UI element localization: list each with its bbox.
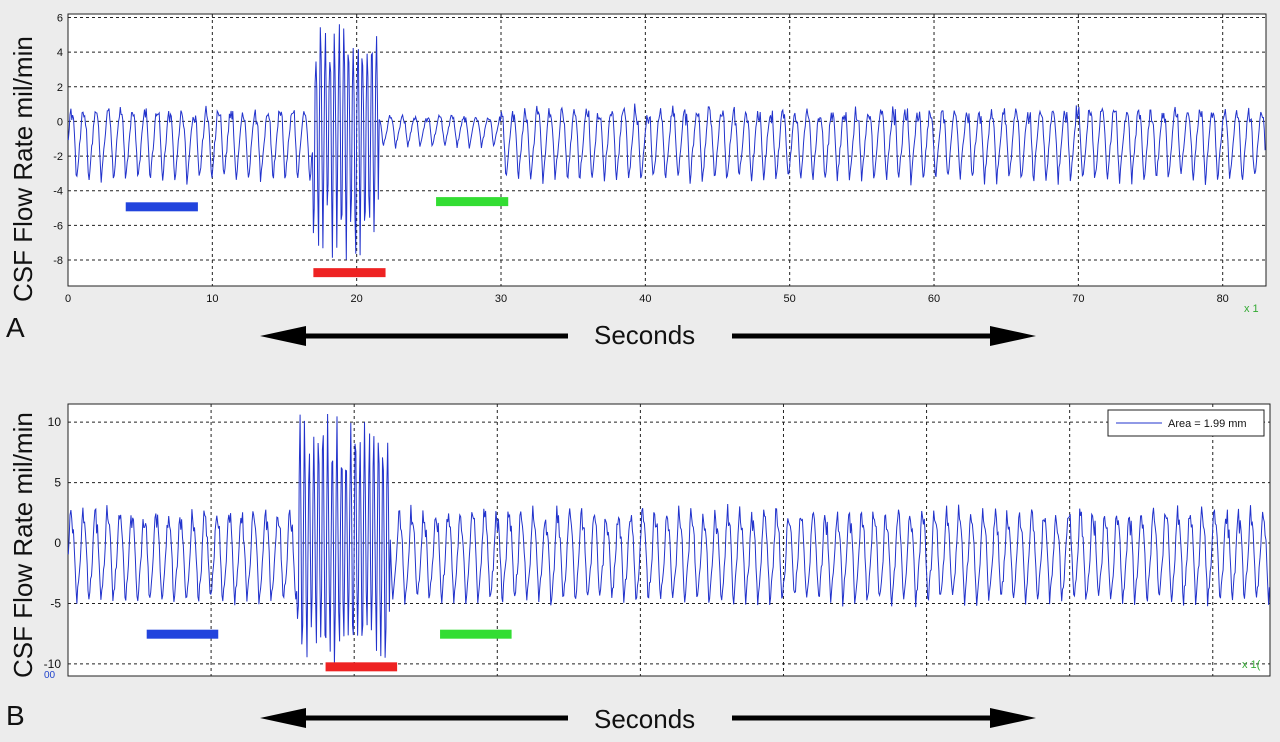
y-tick-label: -8 (53, 255, 63, 267)
y-tick-label: -6 (53, 220, 63, 232)
x-axis-label: Seconds (594, 704, 696, 734)
corner-mark: x 1 (1244, 303, 1259, 315)
y-tick-label: -2 (53, 151, 63, 163)
red-bar (325, 662, 398, 672)
x-tick-label: 20 (351, 293, 363, 305)
y-tick-label: -5 (50, 596, 61, 610)
x-tick-label: 80 (1217, 293, 1229, 305)
left-arrow-head (260, 708, 306, 728)
green-bar (440, 629, 512, 639)
x-tick-label: 70 (1072, 293, 1084, 305)
flow-trace (67, 24, 1266, 260)
x-tick-label: 50 (784, 293, 796, 305)
blue-bar (146, 629, 219, 639)
left-arrow-head (260, 326, 306, 346)
y-tick-label: 10 (48, 415, 62, 429)
x-tick-label: 60 (928, 293, 940, 305)
flow-trace (67, 413, 1270, 665)
chart-b-svg: 10 5 0 -5 -10 Area = 1.99 mm x 1( 00 (44, 403, 1271, 728)
x-tick-label: 10 (206, 293, 218, 305)
y-tick-label: 2 (57, 82, 63, 94)
plot-area (67, 13, 1267, 287)
y-tick-label: 0 (54, 536, 61, 550)
x-tick-label: 30 (495, 293, 507, 305)
plot-area (67, 403, 1271, 677)
right-arrow-head (990, 326, 1036, 346)
x-axis-label: Seconds (594, 320, 696, 350)
y-tick-label: 5 (54, 476, 61, 490)
y-tick-label: 0 (57, 116, 63, 128)
left-mark: 00 (44, 670, 56, 681)
y-tick-label: -4 (53, 186, 63, 198)
y-tick-label: -10 (44, 657, 62, 671)
legend-label: Area = 1.99 mm (1168, 418, 1247, 430)
panel-a: CSF Flow Rate mil/min 6 4 2 0 -2 -4 -6 -8 0 10 20 3… (0, 0, 1280, 356)
green-bar (436, 197, 509, 207)
panel-b: CSF Flow Rate mil/min 10 5 0 -5 -10 Area = 1.… (0, 384, 1280, 742)
corner-mark: x 1( (1242, 659, 1261, 671)
panel-letter: A (6, 312, 25, 343)
x-tick-label: 40 (639, 293, 651, 305)
blue-bar (125, 202, 198, 212)
y-tick-label: 4 (57, 47, 63, 59)
right-arrow-head (990, 708, 1036, 728)
y-tick-label: 6 (57, 12, 63, 24)
panel-letter: B (6, 700, 25, 731)
x-tick-label: 0 (65, 293, 71, 305)
legend: Area = 1.99 mm (1107, 409, 1265, 437)
red-bar (313, 268, 386, 278)
